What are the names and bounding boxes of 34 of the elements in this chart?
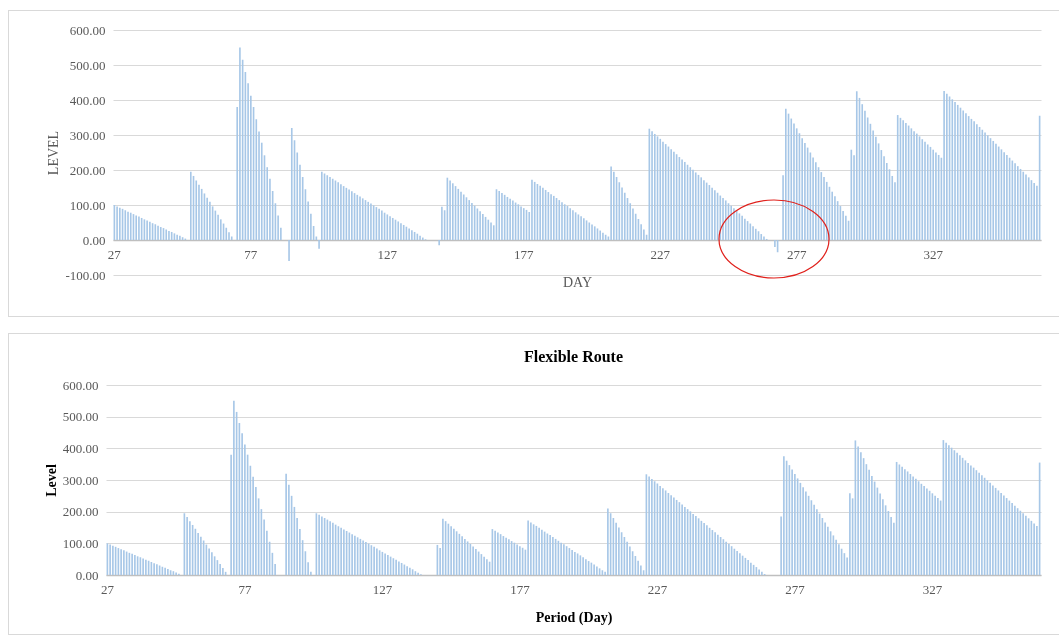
x-tick-label: 327: [922, 581, 943, 597]
chart-title: Flexible Route: [523, 348, 624, 365]
y-tick-label: 0.00: [75, 567, 99, 583]
x-tick-label: 227: [647, 581, 668, 597]
y-tick-label: 400.00: [69, 92, 106, 108]
x-tick-label: 77: [244, 246, 258, 262]
x-tick-label: 227: [650, 246, 671, 262]
y-tick-label: 200.00: [69, 162, 106, 178]
x-tick-label: 177: [514, 246, 535, 262]
x-axis-title: Period (Day): [535, 609, 613, 626]
x-tick-label: 77: [238, 581, 252, 597]
y-tick-label: 300.00: [62, 472, 99, 488]
x-tick-label: 277: [785, 581, 806, 597]
y-tick-label: 300.00: [69, 127, 106, 143]
x-tick-label: 27: [100, 581, 115, 597]
y-tick-label: 100.00: [69, 197, 106, 213]
x-tick-label: 127: [377, 246, 398, 262]
y-axis-title: Level: [43, 464, 59, 497]
x-tick-label: 177: [510, 581, 531, 597]
y-tick-label: 500.00: [69, 57, 106, 73]
y-tick-label: 0.00: [82, 232, 106, 248]
y-tick-label: 600.00: [69, 22, 106, 38]
y-axis-title: LEVEL: [46, 130, 62, 176]
y-tick-label: 200.00: [62, 504, 99, 520]
y-tick-label: 100.00: [62, 535, 99, 551]
y-tick-label: 400.00: [62, 440, 99, 456]
x-tick-label: 127: [372, 581, 393, 597]
y-tick-label: 500.00: [62, 409, 99, 425]
x-tick-label: 27: [107, 246, 122, 262]
y-tick-label: -100.00: [65, 267, 106, 283]
y-tick-label: 600.00: [62, 377, 99, 393]
x-tick-label: 277: [786, 246, 807, 262]
x-axis-title: DAY: [562, 274, 593, 290]
x-tick-label: 327: [923, 246, 944, 262]
